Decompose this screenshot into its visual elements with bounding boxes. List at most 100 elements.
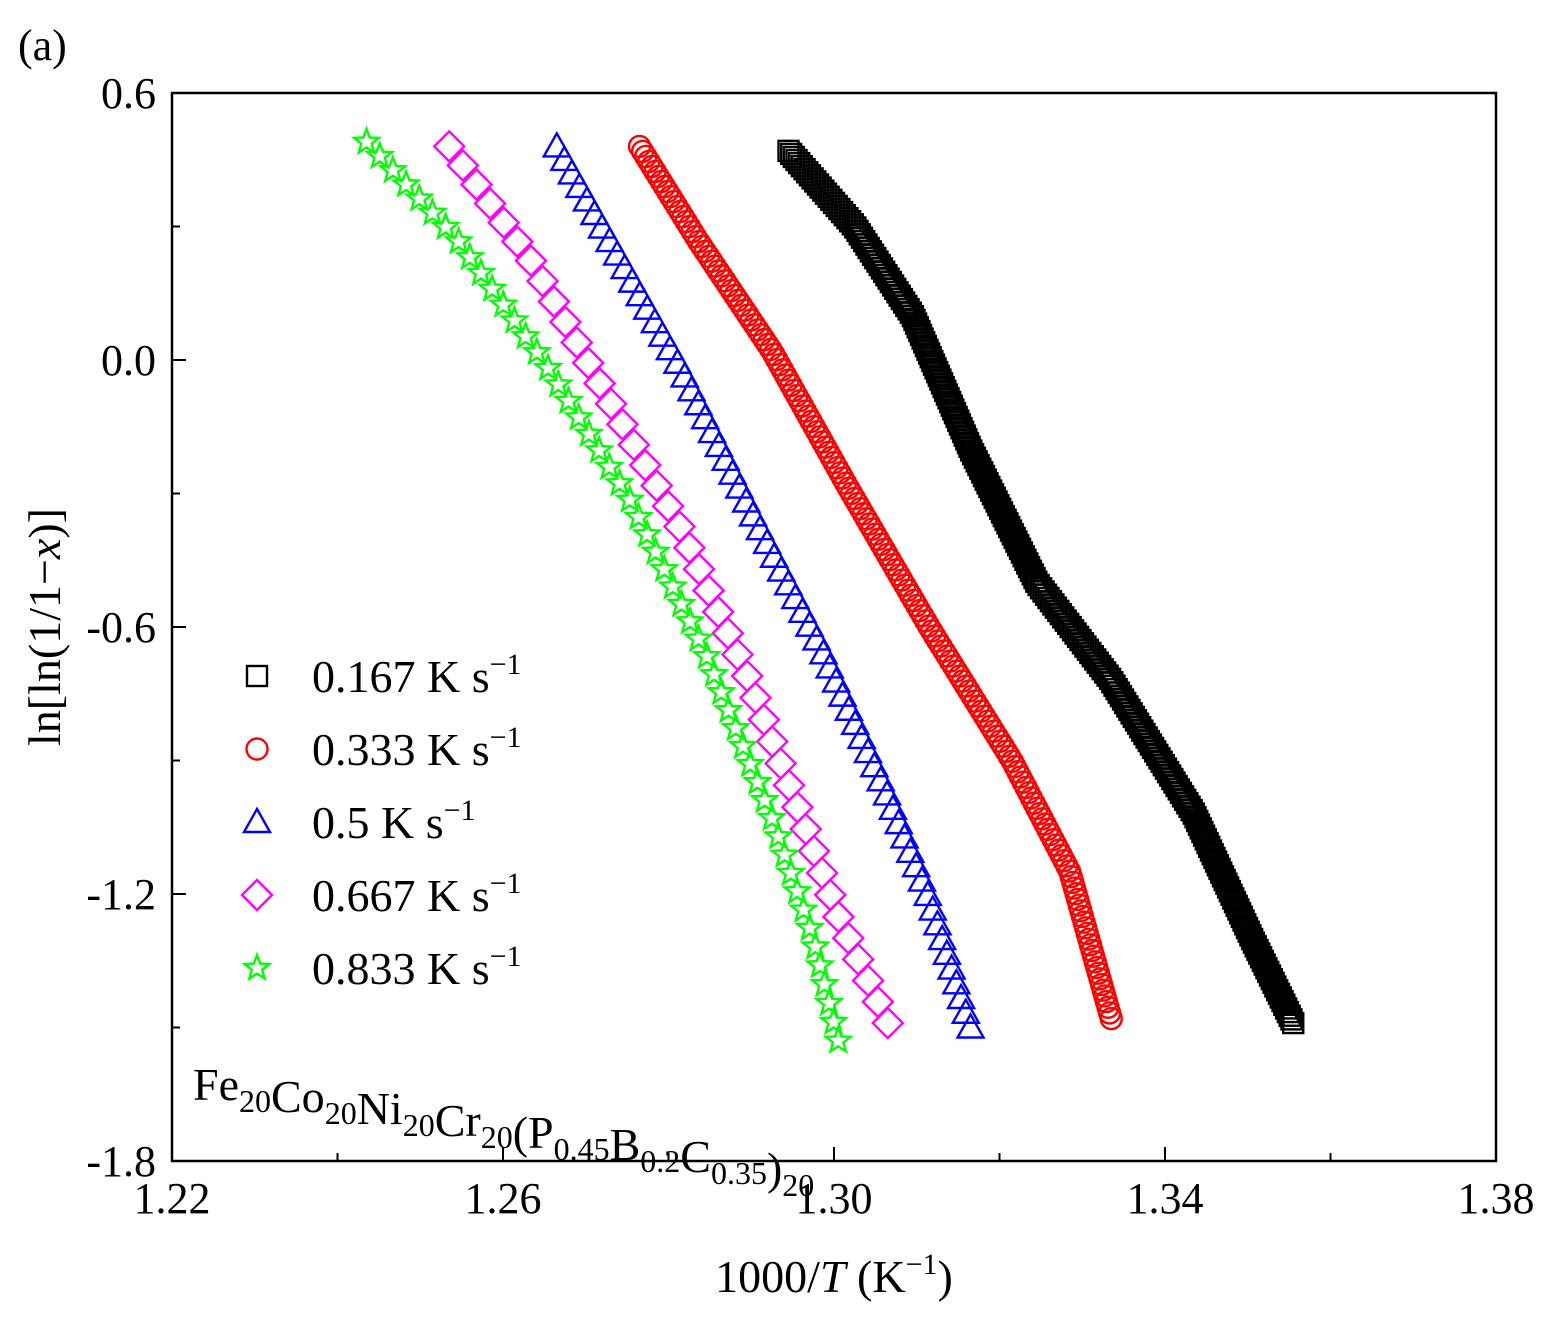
data-point (654, 333, 685, 361)
data-point (759, 541, 790, 568)
data-point (922, 908, 953, 936)
composition-element: C (680, 1131, 711, 1182)
data-point (521, 335, 553, 366)
tick-marks (171, 92, 1497, 1162)
legend-label-sup: −1 (444, 794, 476, 827)
data-point (1280, 1008, 1303, 1031)
composition-subscript: 0.45 (554, 1131, 610, 1167)
data-point (648, 552, 680, 583)
data-point (946, 982, 977, 1010)
legend-marker (241, 951, 273, 982)
y-axis-title-var: x (19, 538, 70, 560)
data-point (712, 693, 745, 724)
data-point (683, 388, 714, 416)
legend: 0.167 K s−10.333 K s−10.5 K s−10.667 K s… (240, 648, 522, 994)
data-point (936, 953, 967, 980)
data-point (454, 240, 486, 271)
tick-labels: 1.22 1.26 1.30 1.34 1.38 0.6 0.0 -0.6 -1.2 -1.8 (86, 69, 1534, 1223)
data-point (473, 186, 507, 221)
data-point (676, 374, 707, 402)
series-diamond (432, 129, 905, 1040)
composition-element: Ni (357, 1083, 403, 1134)
data-point (1282, 1011, 1305, 1035)
data-point (465, 256, 497, 287)
x-tick-label: 1.34 (1127, 1174, 1204, 1223)
data-point (841, 942, 875, 977)
data-point (617, 428, 651, 462)
legend-item: 0.5 K s−1 (241, 794, 476, 848)
x-axis-title-unit: (K (846, 1251, 906, 1302)
legend-item: 0.667 K s−1 (240, 867, 522, 921)
data-point (871, 1006, 905, 1040)
data-point (762, 820, 794, 850)
data-point (583, 434, 615, 464)
data-point (794, 610, 825, 637)
data-point (514, 244, 548, 278)
composition-subscript: 0.35 (711, 1155, 767, 1191)
composition-subscript: 20 (325, 1095, 357, 1131)
data-point (525, 264, 560, 298)
data-point (640, 535, 672, 566)
data-point (594, 387, 628, 421)
y-tick-label: -1.2 (86, 870, 156, 919)
data-point (549, 144, 580, 172)
data-point (560, 325, 594, 360)
legend-item: 0.333 K s−1 (245, 721, 522, 775)
data-point (710, 444, 741, 472)
data-point (731, 486, 762, 513)
legend-label: 0.167 K s−1 (312, 648, 522, 702)
data-point (794, 911, 826, 942)
data-point (532, 351, 564, 382)
data-point (931, 938, 962, 965)
data-point (573, 417, 605, 448)
data-point (691, 639, 723, 670)
data-point (768, 838, 801, 869)
data-point (682, 622, 714, 653)
legend-marker (240, 878, 274, 912)
data-point (556, 158, 587, 185)
legend-label-sup: −1 (490, 648, 522, 681)
data-point (780, 582, 811, 610)
data-point (403, 182, 435, 212)
x-axis-title-prefix: 1000/ (715, 1251, 820, 1302)
y-tick-label: -0.6 (86, 603, 156, 652)
y-tick-label: 0.6 (101, 69, 156, 118)
data-point (741, 765, 774, 796)
legend-marker (245, 664, 269, 688)
data-point (647, 320, 678, 347)
data-point (586, 212, 618, 239)
data-point (927, 923, 958, 951)
data-point (690, 402, 721, 430)
data-point (698, 657, 730, 688)
data-point (631, 518, 663, 548)
data-point (787, 893, 820, 924)
data-point (602, 239, 633, 266)
legend-label-text: 0.5 K s (312, 797, 444, 848)
legend-label-text: 0.167 K s (312, 651, 490, 702)
data-point (851, 963, 885, 998)
alloy-composition-label: Fe20Co20Ni20Cr20(P0.45B0.2C0.35)20 (193, 1059, 814, 1203)
data-point (682, 552, 716, 586)
data-point (674, 605, 706, 635)
legend-marker (241, 806, 273, 834)
data-point (593, 450, 625, 481)
data-point (720, 711, 752, 742)
composition-element: Fe (193, 1059, 239, 1110)
data-point (701, 595, 735, 629)
composition-subscript: 0.2 (640, 1143, 680, 1179)
data-point (564, 171, 595, 199)
data-series-layer (350, 125, 1305, 1055)
data-point (766, 555, 797, 582)
data-point (657, 570, 689, 600)
data-point (669, 361, 700, 388)
series-triangle (541, 130, 986, 1039)
data-point (487, 205, 521, 240)
data-point (432, 129, 466, 164)
composition-element: (P (513, 1107, 554, 1158)
composition-element: ) (767, 1143, 782, 1194)
data-point (542, 368, 574, 398)
data-point (662, 509, 697, 544)
legend-label: 0.5 K s−1 (312, 794, 476, 848)
legend-label-text: 0.667 K s (312, 870, 490, 921)
